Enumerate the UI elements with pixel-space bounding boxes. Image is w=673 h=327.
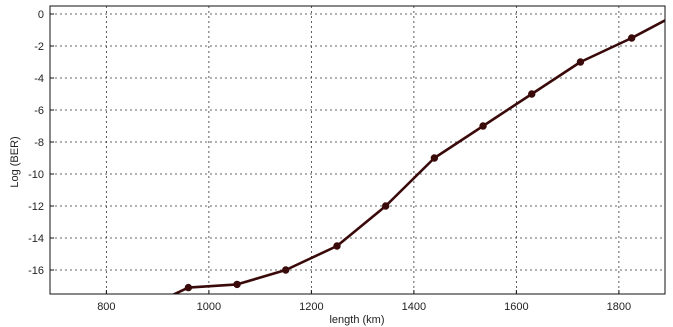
data-point (233, 280, 241, 289)
data-point (381, 202, 390, 210)
data-series (171, 19, 665, 294)
data-point (430, 154, 439, 162)
plot-border (49, 5, 666, 295)
y-tick-label: -6 (34, 105, 44, 117)
y-axis-title: Log (BER) (9, 136, 21, 187)
y-axis-label: Log (BER) (9, 136, 21, 187)
series-line (171, 19, 665, 294)
tick-labels: 800 1000 1200 1400 1600 1800 0 -2 -4 -6 -8 -10 -12 -1… (28, 9, 631, 313)
data-point (528, 90, 536, 98)
x-tick-label: 1200 (299, 301, 323, 313)
y-tick-label: -14 (28, 233, 44, 245)
data-point (184, 283, 193, 292)
x-tick-label: 1600 (504, 301, 528, 313)
data-point (576, 58, 585, 66)
data-point (627, 34, 636, 42)
x-tick-label: 1000 (197, 301, 221, 313)
y-tick-label: 0 (38, 9, 44, 21)
x-tick-label: 1800 (607, 301, 631, 313)
x-axis-label: length (km) (329, 314, 384, 326)
data-point (333, 242, 341, 250)
y-tick-label: -10 (28, 169, 44, 181)
data-point (282, 266, 290, 274)
y-tick-label: -8 (34, 137, 44, 149)
x-tick-label: 1400 (402, 301, 426, 313)
plot-area (49, 5, 666, 295)
y-tick-label: -4 (34, 73, 44, 85)
x-tick-label: 800 (97, 301, 115, 313)
y-tick-label: -2 (34, 41, 44, 53)
y-tick-label: -12 (28, 201, 44, 213)
data-point (479, 122, 487, 130)
grid-lines (50, 6, 665, 294)
y-tick-label: -16 (28, 265, 44, 277)
